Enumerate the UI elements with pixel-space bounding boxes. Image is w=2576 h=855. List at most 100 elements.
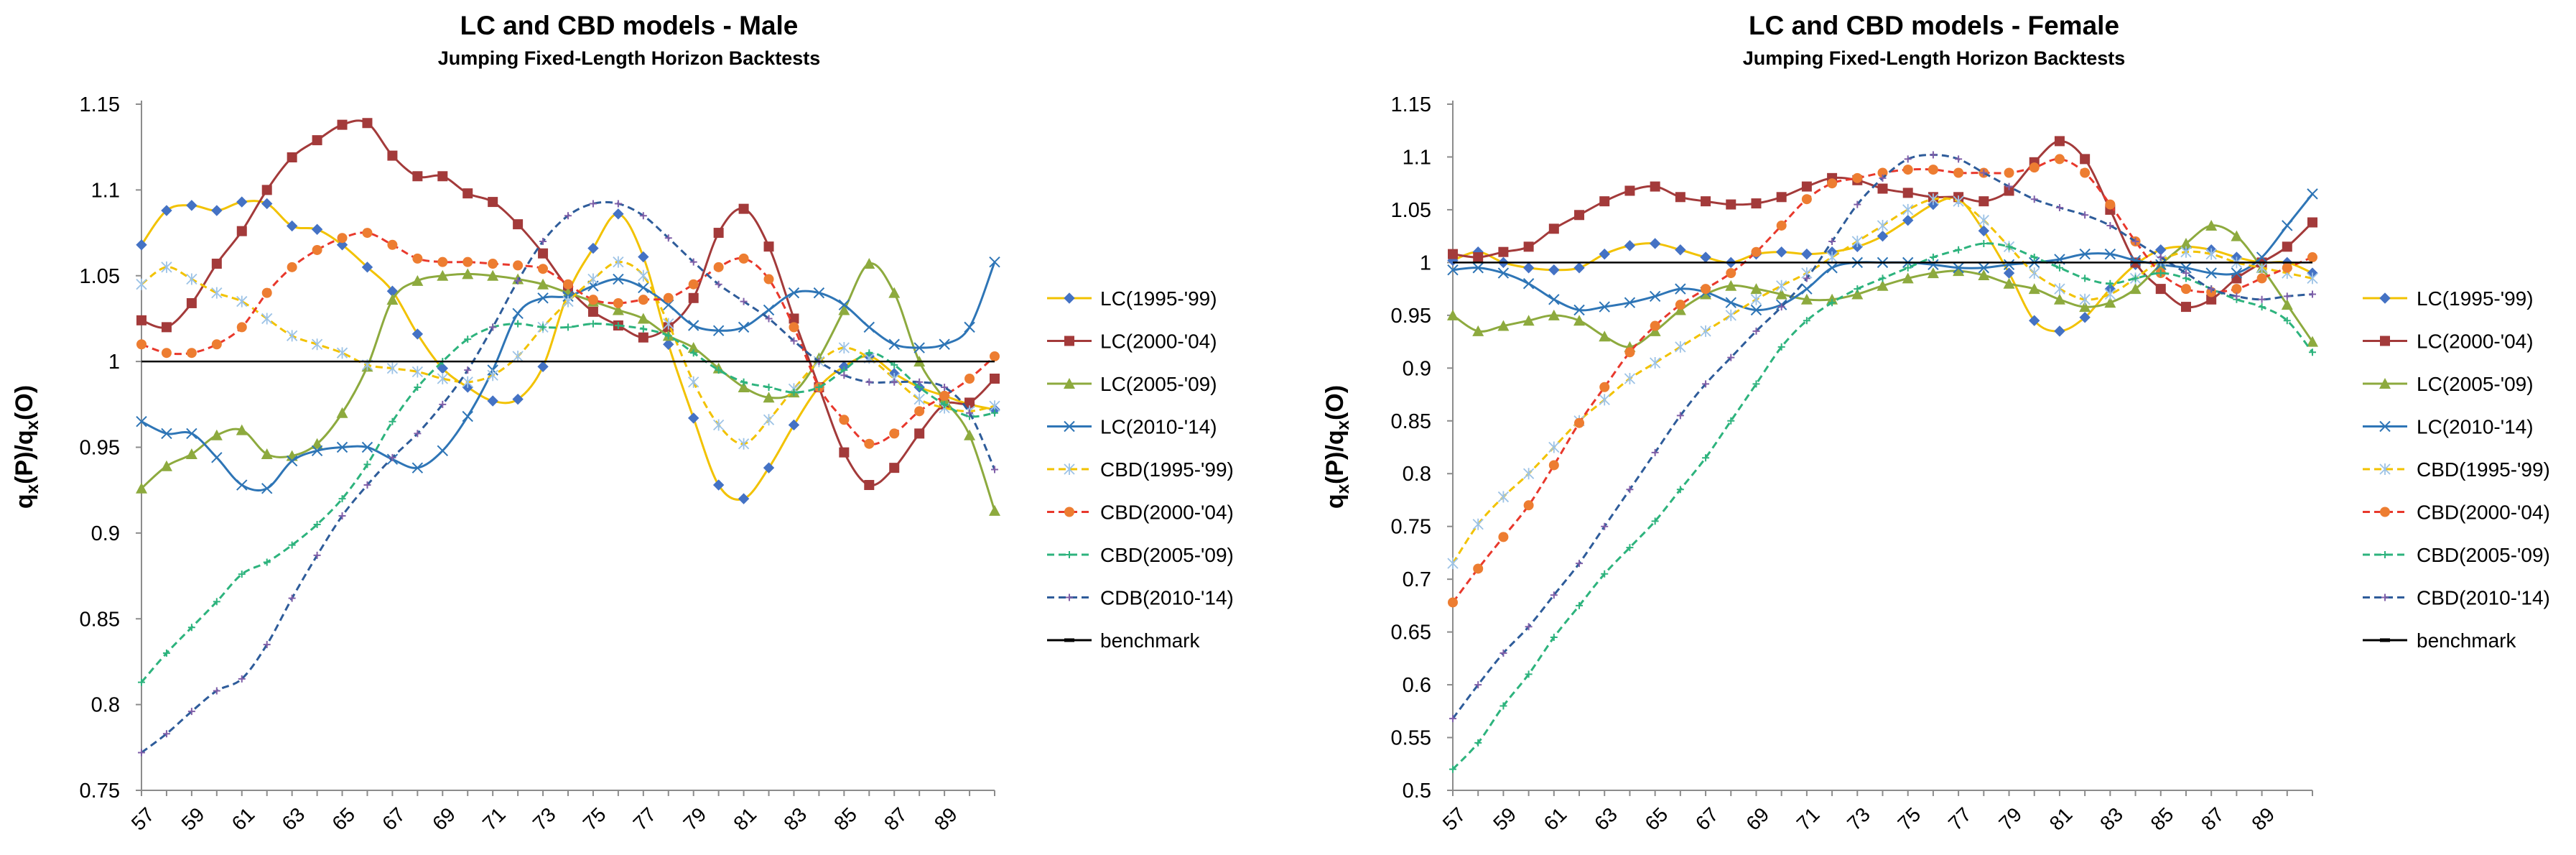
x-tick-label: 63: [277, 803, 309, 835]
data-point: [2180, 246, 2192, 258]
legend-label: LC(1995-'99): [2417, 287, 2534, 310]
data-point: [1980, 169, 1988, 177]
data-point: [2205, 219, 2218, 231]
data-point: [587, 306, 598, 317]
data-point: [1447, 264, 1459, 276]
data-point: [1879, 174, 1887, 182]
data-point: [1624, 185, 1635, 196]
legend-item: CBD(1995-'99): [1047, 458, 1234, 481]
legend-marker: [2380, 336, 2390, 346]
data-point: [437, 256, 448, 267]
y-tick-label: 1.1: [91, 179, 120, 202]
data-point: [638, 269, 649, 282]
y-axis-label-subscript: x: [23, 420, 42, 430]
x-tick-label: 73: [529, 803, 560, 835]
x-tick-label: 57: [127, 803, 159, 835]
data-point: [2029, 162, 2040, 173]
data-point: [763, 241, 774, 252]
data-point: [2157, 254, 2165, 262]
x-tick-label: 73: [1843, 803, 1874, 835]
data-point: [639, 212, 647, 220]
series-cbd-2000-04: [1448, 154, 2317, 608]
data-point: [161, 322, 172, 333]
data-point: [638, 332, 648, 343]
data-point: [1499, 650, 1507, 657]
data-point: [587, 242, 599, 254]
data-point: [211, 452, 223, 463]
data-point: [2282, 220, 2293, 231]
series-cbd-1995-99: [136, 256, 1000, 450]
data-point: [2104, 288, 2116, 300]
data-point: [740, 378, 748, 386]
data-point: [211, 287, 223, 299]
legend-item: LC(2005-'09): [1047, 373, 1217, 395]
data-point: [564, 212, 572, 220]
data-point: [2003, 259, 2015, 271]
data-point: [687, 320, 699, 331]
data-point: [1725, 297, 1736, 308]
data-point: [713, 419, 725, 431]
legend-marker: [1064, 638, 1074, 642]
data-point: [1649, 238, 1661, 249]
data-point: [888, 287, 901, 298]
data-point: [512, 308, 524, 319]
legend-label: CBD(2010-'14): [2417, 587, 2550, 609]
data-point: [712, 325, 725, 336]
data-point: [160, 460, 172, 471]
data-point: [738, 493, 750, 504]
data-point: [738, 253, 749, 264]
data-point: [313, 551, 321, 559]
data-point: [186, 273, 197, 285]
legend-marker: [1064, 292, 1075, 304]
data-point: [687, 412, 699, 424]
data-point: [2079, 312, 2091, 323]
data-point: [1928, 165, 1938, 175]
data-point: [1650, 320, 1660, 331]
data-point: [715, 280, 722, 288]
data-point: [1750, 304, 1762, 316]
x-tick-label: 83: [779, 803, 811, 835]
data-point: [538, 248, 549, 259]
data-point: [213, 687, 220, 695]
data-point: [2104, 248, 2116, 260]
data-point: [1902, 188, 1913, 198]
data-point: [1828, 299, 1836, 307]
data-point: [840, 371, 848, 379]
data-point: [261, 313, 273, 325]
data-point: [2281, 299, 2293, 310]
data-point: [1448, 249, 1458, 259]
x-tick-label: 81: [2045, 803, 2077, 835]
data-point: [2282, 262, 2292, 273]
series-cbd-2000-04: [136, 228, 1000, 449]
data-point: [1522, 262, 1535, 274]
y-tick-label: 0.9: [1403, 357, 1431, 380]
data-point: [1498, 532, 1509, 542]
data-point: [1776, 192, 1787, 203]
legend-item: LC(2005-'09): [2363, 373, 2534, 395]
legend-label: LC(2010-'14): [2417, 416, 2534, 438]
data-point: [2053, 293, 2065, 305]
data-point: [1523, 500, 1534, 511]
data-point: [1978, 225, 1990, 237]
data-point: [311, 223, 323, 235]
data-point: [161, 428, 172, 440]
y-tick-label: 0.7: [1403, 568, 1431, 591]
data-point: [2004, 167, 2014, 178]
y-tick-label: 1.15: [80, 93, 120, 116]
data-point: [136, 315, 147, 325]
legend-item: CBD(2000-'04): [1047, 502, 1234, 524]
data-point: [1902, 203, 1914, 216]
x-tick-label: 57: [1438, 803, 1470, 835]
data-point: [1574, 210, 1585, 221]
legend-item: LC(2000-'04): [1047, 331, 1217, 353]
legend-marker: [2379, 292, 2391, 304]
legend-marker: [2381, 593, 2389, 601]
y-tick-label: 0.65: [1391, 621, 1431, 644]
data-point: [363, 461, 371, 468]
data-point: [689, 349, 697, 357]
data-point: [964, 374, 975, 384]
data-point: [1473, 563, 1484, 574]
data-point: [2282, 241, 2292, 252]
data-point: [1978, 262, 1990, 274]
data-point: [564, 323, 572, 331]
